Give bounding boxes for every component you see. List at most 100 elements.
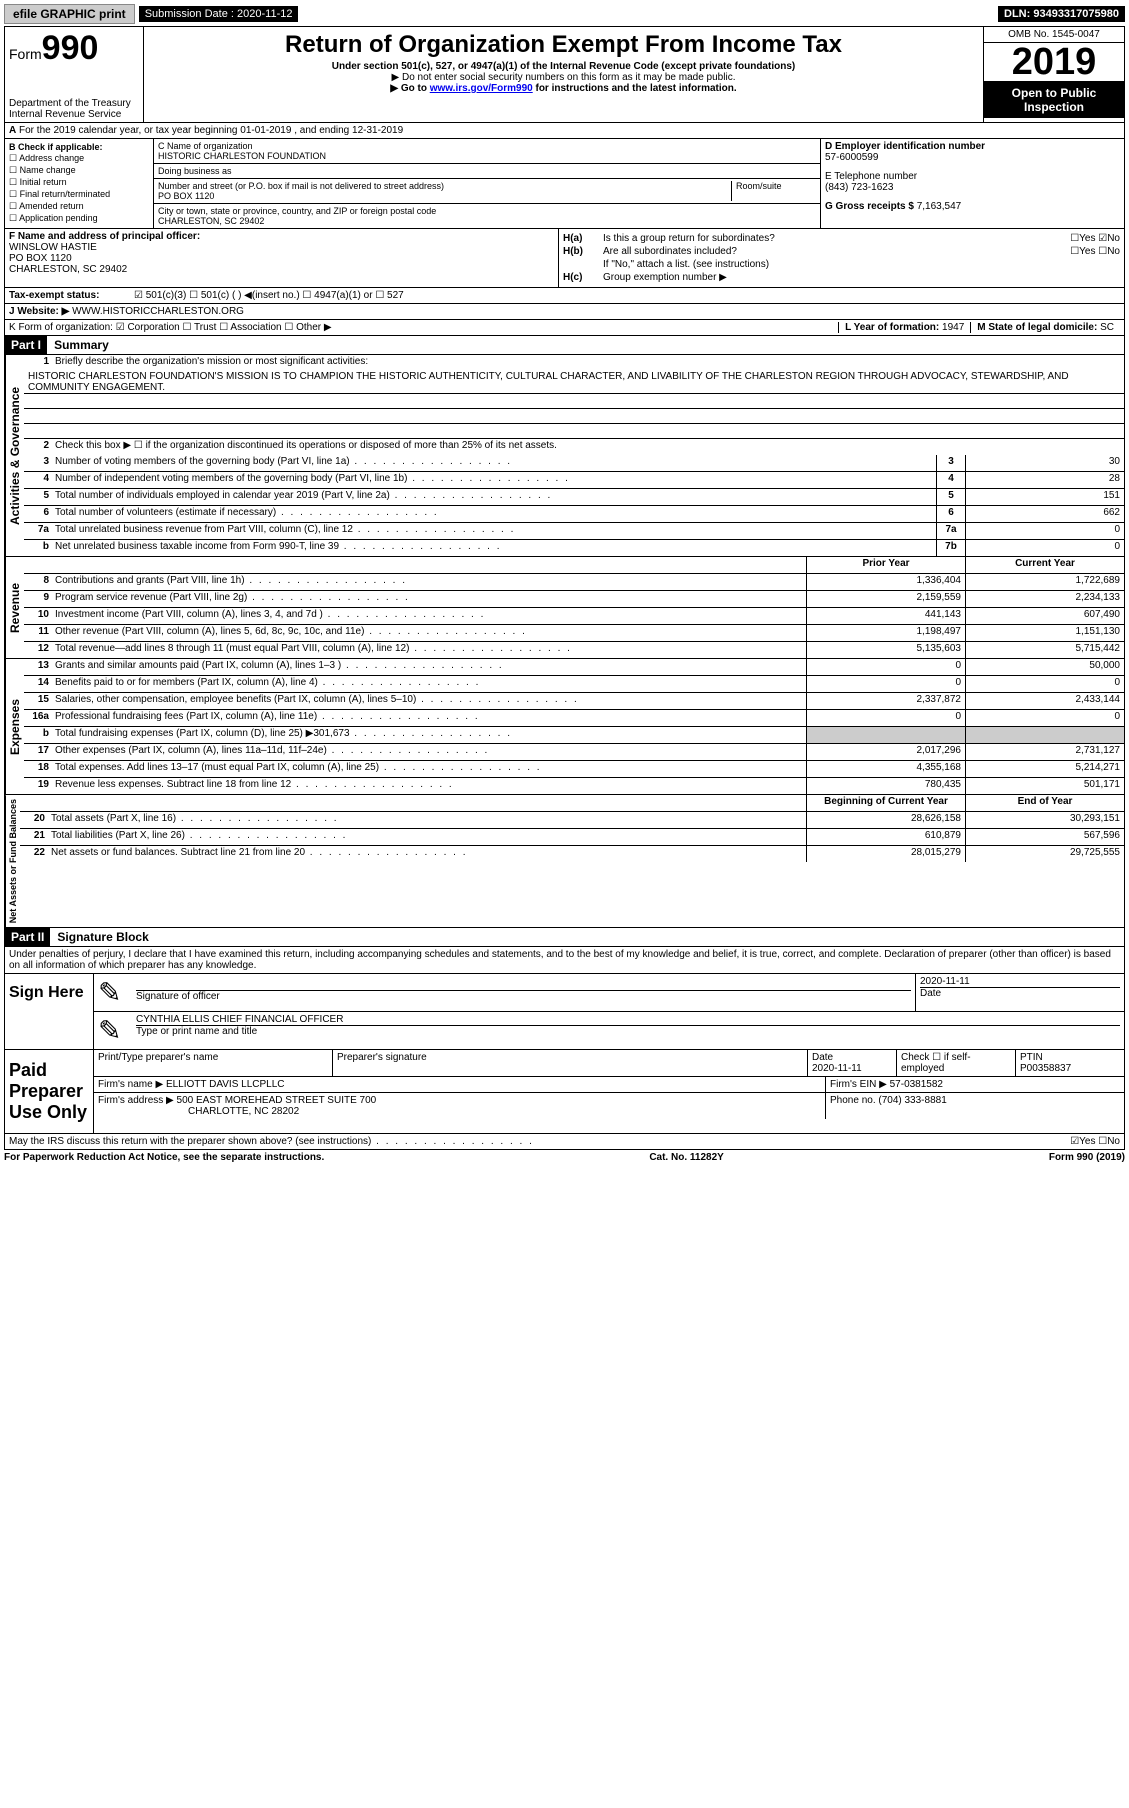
chk-initial-return[interactable]: Initial return (9, 177, 149, 188)
form-990: Form990 Department of the Treasury Inter… (4, 26, 1125, 1150)
chk-name-change[interactable]: Name change (9, 165, 149, 176)
vtab-expenses: Expenses (5, 659, 24, 794)
city-label: City or town, state or province, country… (158, 206, 816, 216)
open-to-public: Open to Public Inspection (984, 82, 1124, 118)
mission-text: HISTORIC CHARLESTON FOUNDATION'S MISSION… (24, 371, 1124, 394)
ha-text: Is this a group return for subordinates? (603, 233, 775, 244)
addr-value: PO BOX 1120 (158, 191, 731, 201)
line-b: bTotal fundraising expenses (Part IX, co… (24, 727, 1124, 744)
org-name-label: C Name of organization (158, 141, 816, 151)
taxexempt-opts[interactable]: ☑ 501(c)(3) ☐ 501(c) ( ) ◀(insert no.) ☐… (134, 290, 404, 301)
paid-preparer-row: Paid Preparer Use Only Print/Type prepar… (5, 1050, 1124, 1134)
dba-label: Doing business as (158, 166, 816, 176)
form-header: Form990 Department of the Treasury Inter… (5, 27, 1124, 123)
form-word: Form (9, 46, 42, 62)
netassets-section: Net Assets or Fund Balances Beginning of… (5, 795, 1124, 928)
part1-header: Part I Summary (5, 336, 1124, 355)
line-20: 20Total assets (Part X, line 16)28,626,1… (20, 812, 1124, 829)
page-footer: For Paperwork Reduction Act Notice, see … (4, 1150, 1125, 1165)
footer-right: Form 990 (2019) (1049, 1152, 1125, 1163)
k-l-m-row: K Form of organization: ☑ Corporation ☐ … (5, 320, 1124, 336)
mission-blank1 (24, 394, 1124, 409)
subtitle-3: ▶ Go to www.irs.gov/Form990 for instruct… (146, 83, 981, 94)
box-c: C Name of organization HISTORIC CHARLEST… (154, 139, 821, 228)
city-value: CHARLESTON, SC 29402 (158, 216, 816, 226)
col-end: End of Year (965, 795, 1124, 811)
q2-text[interactable]: Check this box ▶ ☐ if the organization d… (53, 439, 1124, 455)
line-13: 13Grants and similar amounts paid (Part … (24, 659, 1124, 676)
sig-name-label: Type or print name and title (136, 1026, 1120, 1037)
prep-name-label: Print/Type preparer's name (98, 1052, 328, 1063)
subtitle-2: ▶ Do not enter social security numbers o… (146, 72, 981, 83)
box-m-val: SC (1100, 322, 1114, 333)
ptin-value: P00358837 (1020, 1063, 1120, 1074)
taxexempt-label: Tax-exempt status: (9, 290, 134, 301)
line-22: 22Net assets or fund balances. Subtract … (20, 846, 1124, 862)
hb-answer[interactable]: ☐Yes ☐No (1070, 246, 1120, 257)
sign-here-label: Sign Here (5, 974, 94, 1049)
firm-name-label: Firm's name ▶ (98, 1079, 163, 1090)
chk-amended[interactable]: Amended return (9, 201, 149, 212)
subtitle-1: Under section 501(c), 527, or 4947(a)(1)… (146, 61, 981, 72)
sig-date: 2020-11-11 (920, 976, 1120, 988)
sig-date-label: Date (920, 988, 1120, 999)
box-d-e-g: D Employer identification number 57-6000… (821, 139, 1124, 228)
firm-ein: 57-0381582 (890, 1079, 943, 1090)
box-k[interactable]: K Form of organization: ☑ Corporation ☐ … (9, 322, 838, 333)
firm-phone: (704) 333-8881 (878, 1095, 946, 1106)
vtab-activities: Activities & Governance (5, 355, 24, 556)
box-m-label: M State of legal domicile: (977, 322, 1100, 333)
box-l-val: 1947 (942, 322, 964, 333)
col-beginning: Beginning of Current Year (806, 795, 965, 811)
line-7a: 7aTotal unrelated business revenue from … (24, 523, 1124, 540)
line-9: 9Program service revenue (Part VIII, lin… (24, 591, 1124, 608)
efile-button[interactable]: efile GRAPHIC print (4, 4, 135, 24)
gross-label: G Gross receipts $ (825, 201, 917, 212)
dln-label: DLN: 93493317075980 (998, 6, 1125, 22)
line-8: 8Contributions and grants (Part VIII, li… (24, 574, 1124, 591)
ein-label: D Employer identification number (825, 141, 985, 152)
discuss-answer[interactable]: ☑Yes ☐No (1070, 1136, 1120, 1147)
hc-text: Group exemption number ▶ (603, 272, 727, 283)
line-15: 15Salaries, other compensation, employee… (24, 693, 1124, 710)
sig-name: CYNTHIA ELLIS CHIEF FINANCIAL OFFICER (136, 1014, 1120, 1026)
top-toolbar: efile GRAPHIC print Submission Date : 20… (4, 4, 1125, 24)
part2-bar: Part II (5, 928, 50, 946)
signature-block: Under penalties of perjury, I declare th… (5, 947, 1124, 1149)
box-b: B Check if applicable: Address change Na… (5, 139, 154, 228)
tax-year: 2019 (984, 43, 1124, 82)
irs-link[interactable]: www.irs.gov/Form990 (430, 83, 533, 94)
line-18: 18Total expenses. Add lines 13–17 (must … (24, 761, 1124, 778)
prep-self-employed[interactable]: Check ☐ if self-employed (897, 1050, 1016, 1076)
mission-blank3 (24, 424, 1124, 439)
line-12: 12Total revenue—add lines 8 through 11 (… (24, 642, 1124, 658)
ha-answer[interactable]: ☐Yes ☑No (1070, 233, 1120, 244)
declaration-text: Under penalties of perjury, I declare th… (5, 947, 1124, 974)
line-21: 21Total liabilities (Part X, line 26)610… (20, 829, 1124, 846)
sig-officer-label: Signature of officer (136, 991, 911, 1002)
room-label: Room/suite (731, 181, 816, 201)
officer-addr1: PO BOX 1120 (9, 253, 72, 264)
addr-label: Number and street (or P.O. box if mail i… (158, 181, 731, 191)
activities-section: Activities & Governance 1Briefly describ… (5, 355, 1124, 557)
chk-final-return[interactable]: Final return/terminated (9, 189, 149, 200)
form-id-box: Form990 Department of the Treasury Inter… (5, 27, 144, 122)
col-current: Current Year (965, 557, 1124, 573)
part2-header: Part II Signature Block (5, 928, 1124, 947)
prep-date: 2020-11-11 (812, 1063, 892, 1074)
discuss-row: May the IRS discuss this return with the… (5, 1134, 1124, 1149)
mission-blank2 (24, 409, 1124, 424)
net-header-row: Beginning of Current Year End of Year (20, 795, 1124, 812)
sign-here-row: Sign Here ✎ Signature of officer 2020-11… (5, 974, 1124, 1050)
officer-addr2: CHARLESTON, SC 29402 (9, 264, 127, 275)
chk-address-change[interactable]: Address change (9, 153, 149, 164)
chk-app-pending[interactable]: Application pending (9, 213, 149, 224)
part1-bar: Part I (5, 336, 47, 354)
line-19: 19Revenue less expenses. Subtract line 1… (24, 778, 1124, 794)
footer-mid: Cat. No. 11282Y (649, 1152, 723, 1163)
firm-addr: 500 EAST MOREHEAD STREET SUITE 700 (177, 1095, 377, 1106)
ptin-label: PTIN (1020, 1052, 1120, 1063)
part2-title: Signature Block (53, 930, 148, 944)
phone-value: (843) 723-1623 (825, 182, 893, 193)
vtab-revenue: Revenue (5, 557, 24, 658)
